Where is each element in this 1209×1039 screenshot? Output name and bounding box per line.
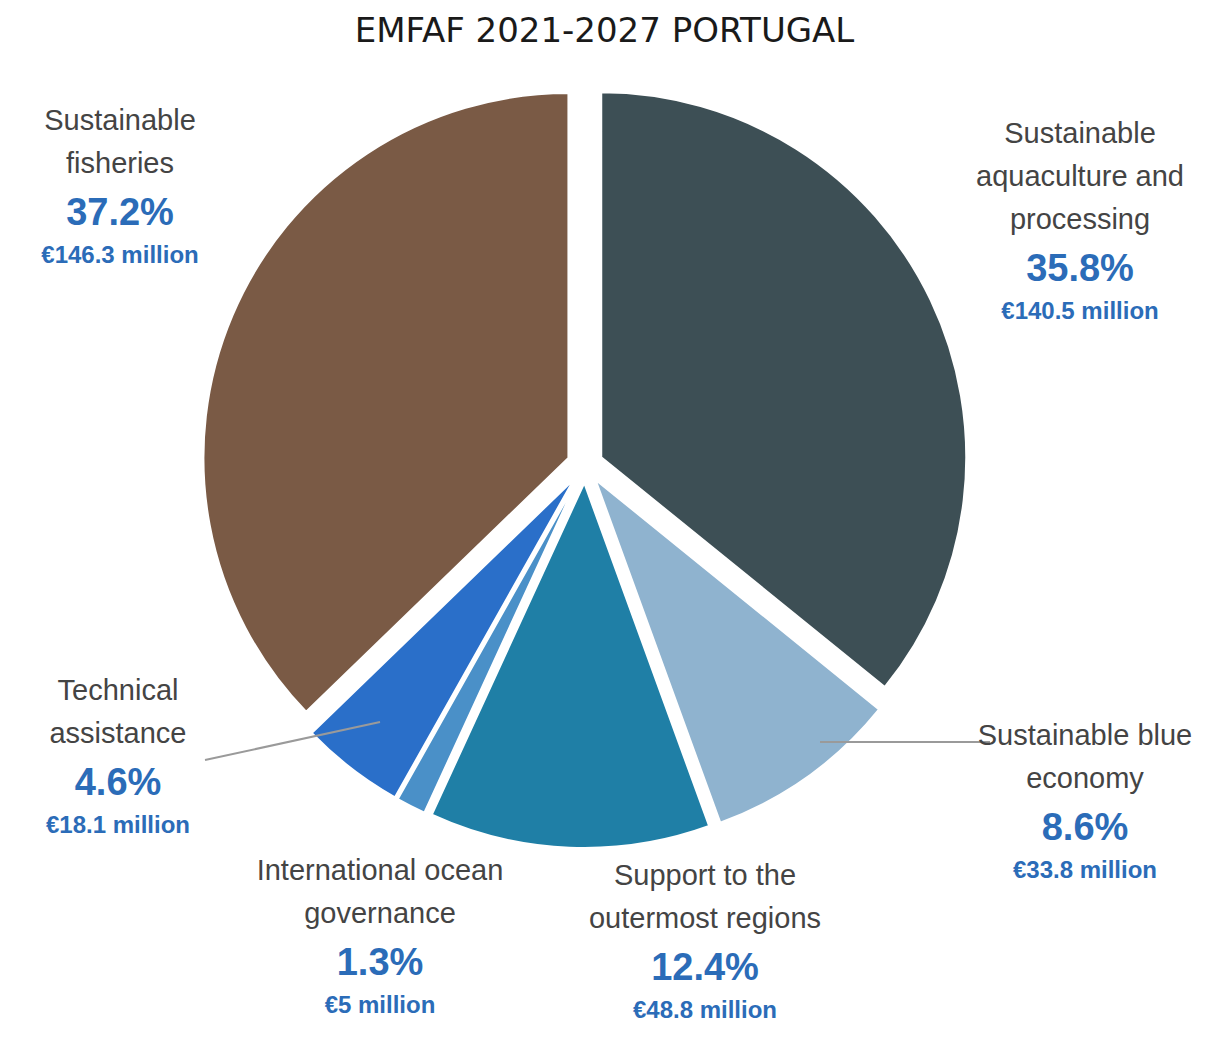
- title: EMFAF 2021-2027 PORTUGAL: [355, 10, 855, 50]
- percent-label: 35.8%: [1026, 247, 1134, 289]
- amount-label: €146.3 million: [41, 241, 198, 268]
- percent-label: 4.6%: [75, 761, 162, 803]
- percent-label: 37.2%: [66, 191, 174, 233]
- chart: EMFAF 2021-2027 PORTUGAL Sustainable aquac…: [0, 0, 1209, 1039]
- category-label-line: Sustainable: [1004, 117, 1156, 149]
- category-label: Sustainable blue economy: [978, 719, 1192, 794]
- amount-label: €48.8 million: [633, 996, 777, 1023]
- leader-line: [820, 741, 990, 743]
- percent-label: 8.6%: [1042, 806, 1129, 848]
- leader-line: [205, 722, 380, 760]
- category-label: Technical assistance: [49, 674, 186, 749]
- category-label-line: assistance: [49, 717, 186, 749]
- category-label-line: economy: [1026, 762, 1144, 794]
- amount-label: €140.5 million: [1001, 297, 1158, 324]
- amount-label: €18.1 million: [46, 811, 190, 838]
- amount-label: €5 million: [325, 991, 436, 1018]
- category-label-line: fisheries: [66, 147, 174, 179]
- category-label-line: International ocean: [257, 854, 504, 886]
- category-label-line: processing: [1010, 203, 1150, 235]
- labels: Sustainable aquaculture and processing 35.8…: [41, 104, 1192, 1023]
- category-label-line: governance: [304, 897, 456, 929]
- category-label: International ocean governance: [257, 854, 504, 929]
- percent-label: 1.3%: [337, 941, 424, 983]
- category-label: Sustainable fisheries: [44, 104, 196, 179]
- category-label-line: aquaculture and: [976, 160, 1184, 192]
- slice: [203, 93, 568, 712]
- category-label-line: Support to the: [614, 859, 796, 891]
- amount-label: €33.8 million: [1013, 856, 1157, 883]
- slices: [203, 92, 966, 848]
- category-label-line: Sustainable blue: [978, 719, 1192, 751]
- category-label: Sustainable aquaculture and processing: [976, 117, 1184, 235]
- category-label-line: outermost regions: [589, 902, 821, 934]
- category-label: Support to the outermost regions: [589, 859, 821, 934]
- category-label-line: Technical: [58, 674, 179, 706]
- category-label-line: Sustainable: [44, 104, 196, 136]
- percent-label: 12.4%: [651, 946, 759, 988]
